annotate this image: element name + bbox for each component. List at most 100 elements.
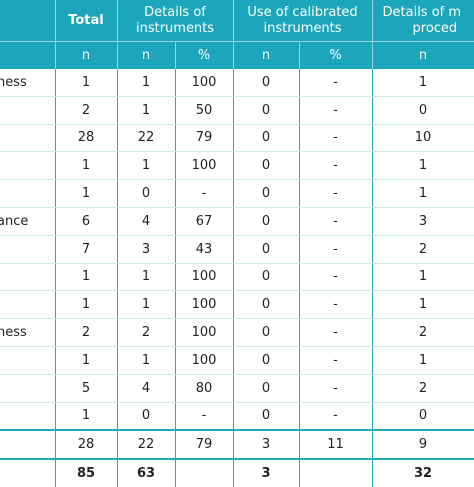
row-label xyxy=(0,346,56,375)
row-label xyxy=(0,429,56,460)
table-cell: - xyxy=(299,207,373,236)
table-cell: 1 xyxy=(372,179,474,208)
table-cell: 0 xyxy=(233,263,300,292)
table-cell: 0 xyxy=(233,179,300,208)
table-cell: 1 xyxy=(372,69,474,97)
table-cell: 1 xyxy=(117,69,176,97)
subheader-percent: % xyxy=(175,41,234,69)
subheader-n: n xyxy=(55,41,118,69)
table-cell: - xyxy=(299,151,373,181)
table-cell: 9 xyxy=(372,429,474,460)
table-cell: 0 xyxy=(233,346,300,375)
table-cell: 28 xyxy=(55,124,118,153)
table-cell: 28 xyxy=(55,429,118,460)
header-calibrated-line2: instruments xyxy=(263,20,342,36)
table-cell: 7 xyxy=(55,235,118,264)
row-label xyxy=(0,263,56,292)
table-cell: 100 xyxy=(175,290,234,320)
table-cell: 0 xyxy=(233,318,300,347)
row-label: ness xyxy=(0,69,56,97)
table-cell: 85 xyxy=(55,458,118,487)
table-cell: 1 xyxy=(55,151,118,181)
table-cell: 22 xyxy=(117,124,176,153)
header-blank xyxy=(0,0,56,42)
table-row: ance 6 4 67 0-3 xyxy=(0,207,474,236)
table-cell: 3 xyxy=(233,429,300,460)
table-cell xyxy=(175,458,234,487)
table-cell: 2 xyxy=(55,96,118,125)
table-cell: 2 xyxy=(55,318,118,347)
table-cell xyxy=(299,458,373,487)
table-cell: 3 xyxy=(233,458,300,487)
table-cell: 4 xyxy=(117,207,176,236)
table-cell: - xyxy=(299,346,373,375)
table-cell: 0 xyxy=(117,179,176,208)
table-cell: 1 xyxy=(372,151,474,181)
row-label xyxy=(0,124,56,153)
table-cell: 100 xyxy=(175,346,234,375)
table-cell: 22 xyxy=(117,429,176,460)
table-row: 1 1 100 0-1 xyxy=(0,151,474,181)
table-cell: 4 xyxy=(117,374,176,403)
table-cell: - xyxy=(299,374,373,403)
table-cell: 1 xyxy=(55,402,118,431)
table-row: 2 1 50 0-0 xyxy=(0,96,474,125)
table-cell: 0 xyxy=(233,374,300,403)
header-total: Total xyxy=(55,0,118,42)
table-cell: 1 xyxy=(372,263,474,292)
table-cell: - xyxy=(299,402,373,431)
header-details-procedure-line1: Details of m xyxy=(382,4,462,20)
table-cell: 0 xyxy=(233,96,300,125)
table-cell: 0 xyxy=(233,402,300,431)
table-cell: - xyxy=(299,290,373,320)
header-details-procedure-line2: proced xyxy=(412,20,458,36)
table-cell: 100 xyxy=(175,69,234,97)
table-cell: 0 xyxy=(372,96,474,125)
table-cell: 1 xyxy=(372,346,474,375)
table-cell: 1 xyxy=(372,290,474,320)
table-cell: 0 xyxy=(233,235,300,264)
table-cell: 63 xyxy=(117,458,176,487)
table-cell: 1 xyxy=(55,69,118,97)
table-cell: 1 xyxy=(117,96,176,125)
table-cell: 67 xyxy=(175,207,234,236)
header-calibrated-line1: Use of calibrated xyxy=(247,4,358,20)
subheader-blank xyxy=(0,41,56,69)
table-cell: 2 xyxy=(372,318,474,347)
table-cell: 43 xyxy=(175,235,234,264)
table-row: 28 22 79 0-10 xyxy=(0,124,474,153)
table-cell: 2 xyxy=(372,235,474,264)
table-cell: 79 xyxy=(175,429,234,460)
table-cell: 3 xyxy=(117,235,176,264)
row-label xyxy=(0,290,56,320)
table-cell: - xyxy=(299,96,373,125)
table-cell: 50 xyxy=(175,96,234,125)
table-cell: 0 xyxy=(117,402,176,431)
subheader-n: n xyxy=(372,41,474,69)
table-cell: 5 xyxy=(55,374,118,403)
row-label xyxy=(0,151,56,181)
subheader-n: n xyxy=(233,41,300,69)
table-cell: - xyxy=(299,263,373,292)
table-cell: 100 xyxy=(175,318,234,347)
row-label xyxy=(0,179,56,208)
table-row: 7 3 43 0-2 xyxy=(0,235,474,264)
table-cell: 0 xyxy=(372,402,474,431)
table-cell: 1 xyxy=(117,290,176,320)
table-cell: 1 xyxy=(55,263,118,292)
table-row: 5 4 80 0-2 xyxy=(0,374,474,403)
header-details-instruments-line1: Details of xyxy=(144,4,206,20)
table-cell: 100 xyxy=(175,263,234,292)
row-label: ness xyxy=(0,318,56,347)
table-row: 28 22 79 3 11 9 xyxy=(0,429,474,460)
table-cell: - xyxy=(299,235,373,264)
table-row: 1 1 100 0-1 xyxy=(0,263,474,292)
header-calibrated-instruments: Use of calibrated instruments xyxy=(233,0,373,42)
table-row: 1 1 100 0-1 xyxy=(0,290,474,320)
table-row: 1 1 100 0-1 xyxy=(0,346,474,375)
row-label xyxy=(0,96,56,125)
table-cell: - xyxy=(299,179,373,208)
row-label xyxy=(0,402,56,431)
